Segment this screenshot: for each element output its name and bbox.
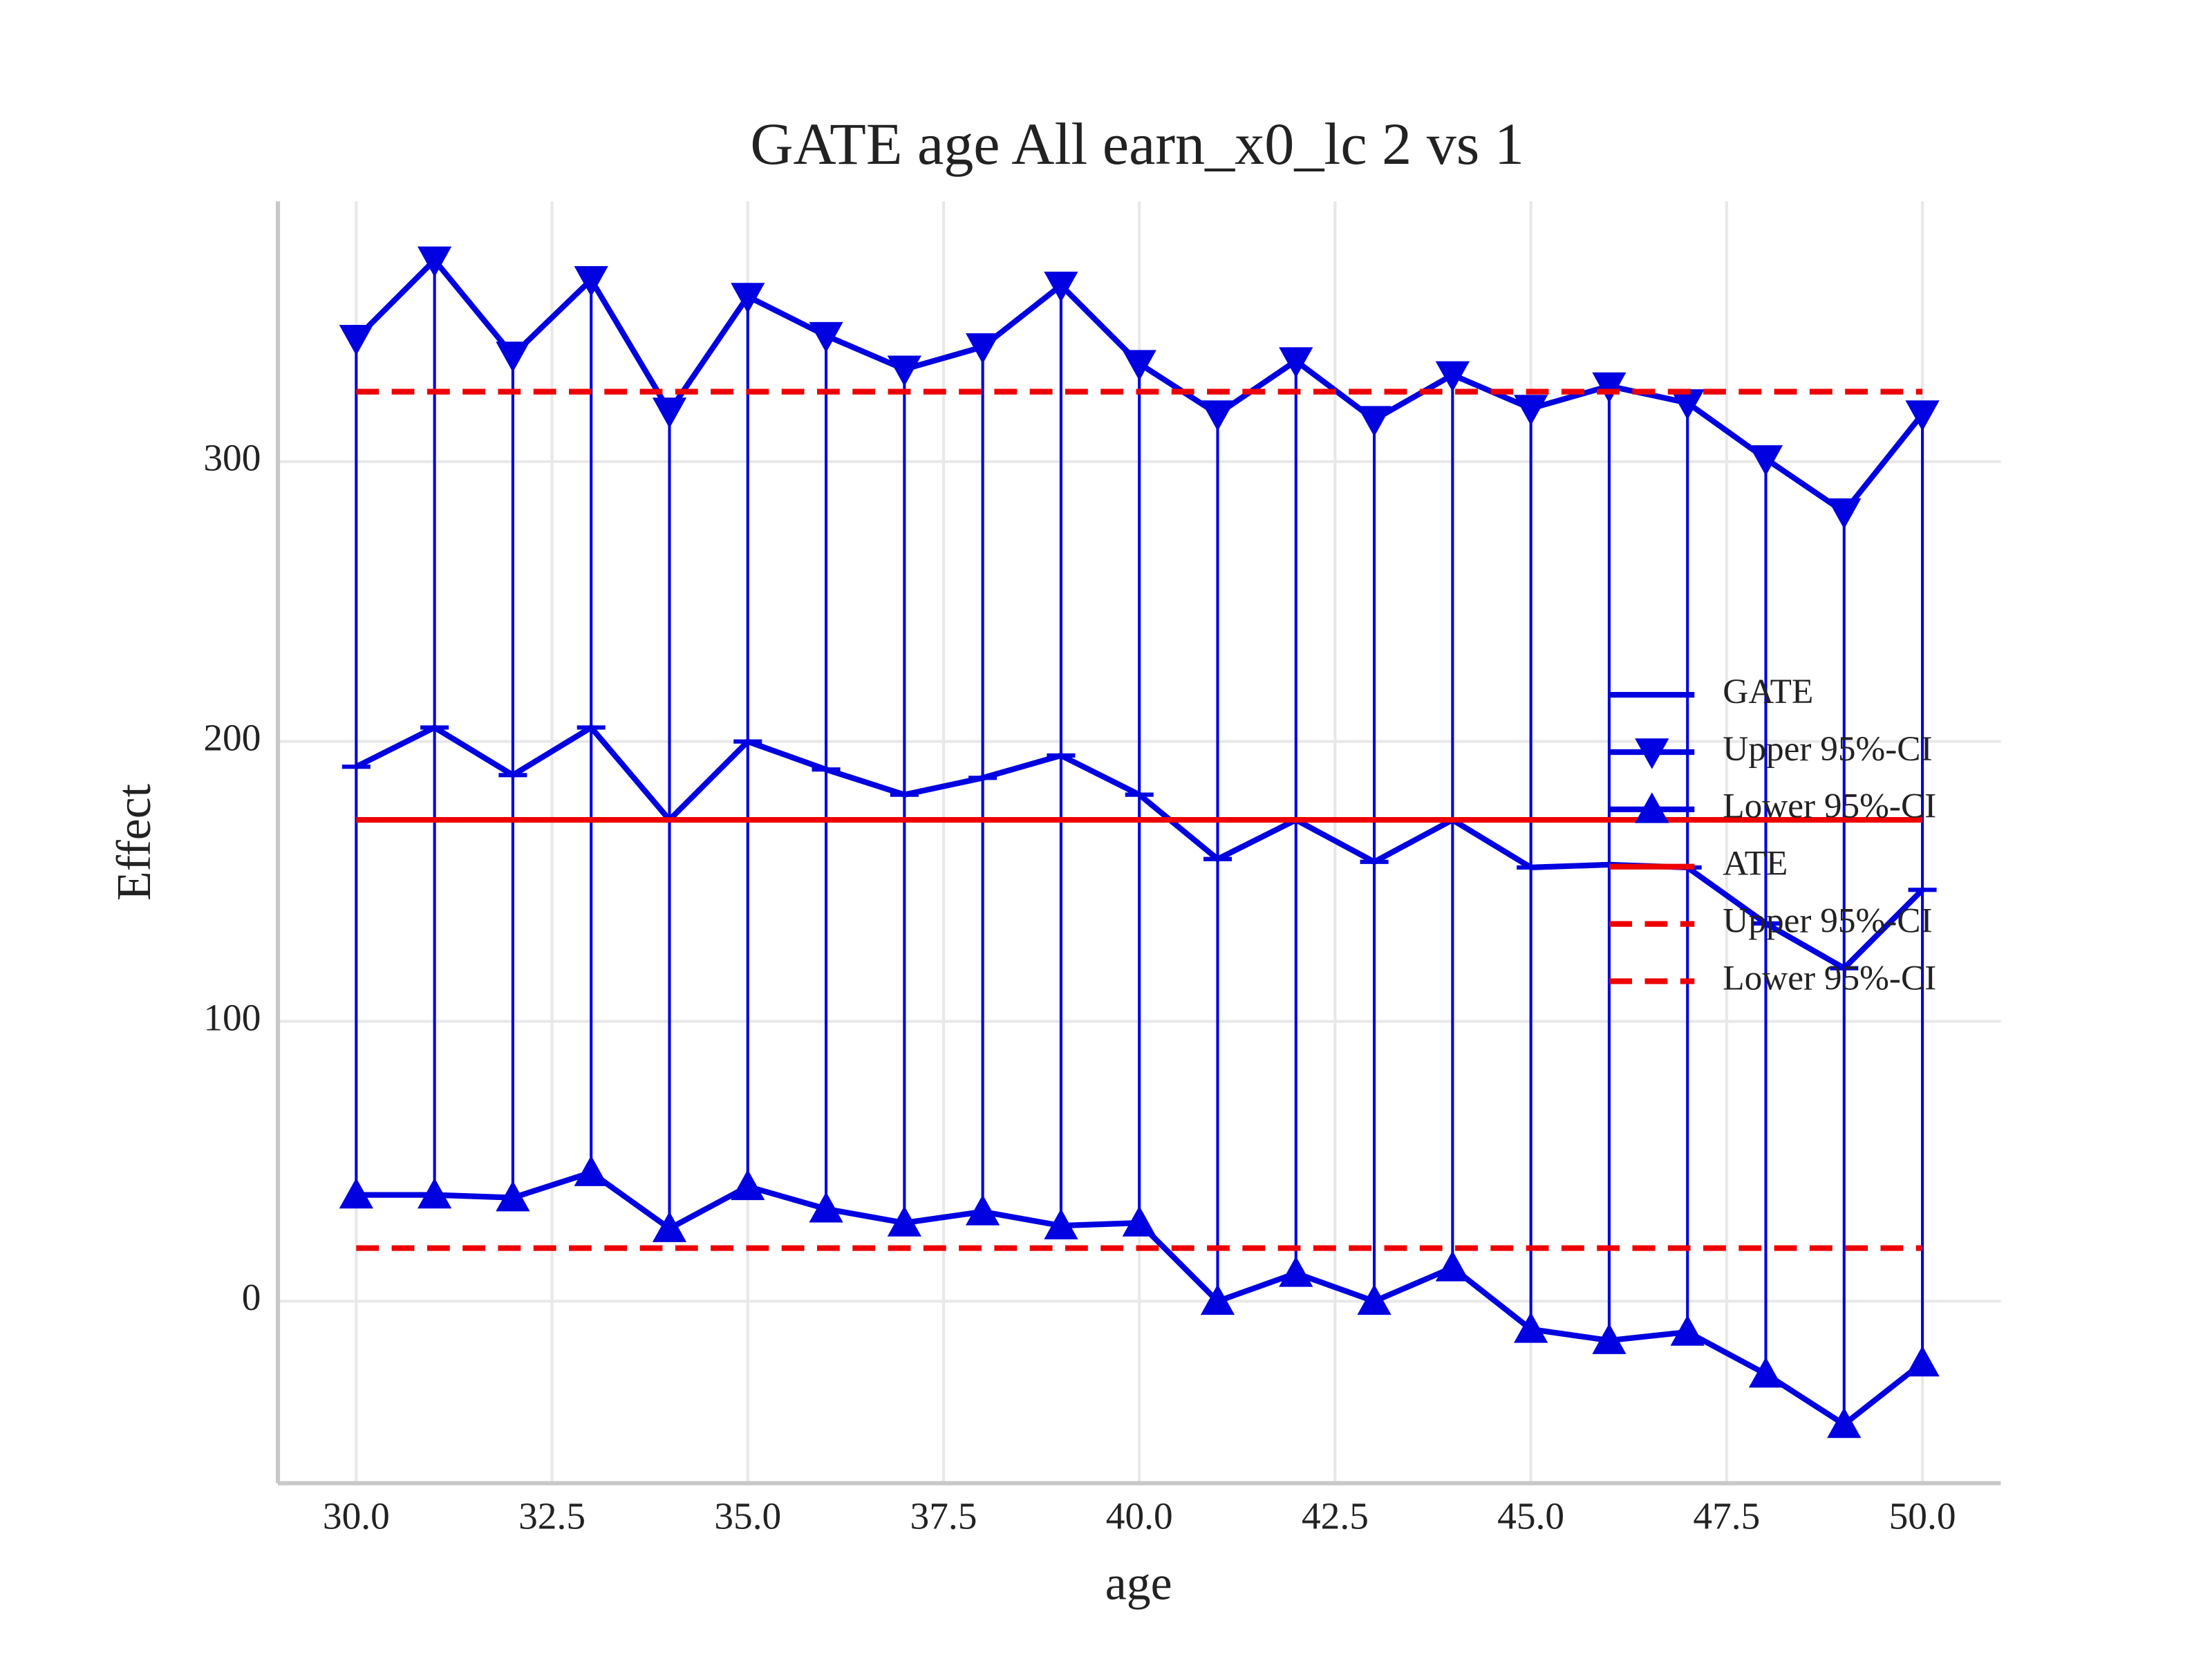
x-axis-label: age: [1105, 1557, 1172, 1610]
point: [339, 1177, 373, 1209]
point: [339, 324, 373, 356]
point: [652, 397, 687, 429]
point: [887, 355, 921, 386]
point: [1357, 406, 1391, 437]
point: [1827, 498, 1862, 529]
point: [652, 1211, 687, 1242]
point: [809, 321, 843, 353]
point: [1592, 372, 1627, 404]
point: [1905, 1345, 1940, 1377]
x-tick-label: 47.5: [1693, 1495, 1760, 1537]
point: [574, 1155, 608, 1186]
y-tick-label: 0: [242, 1276, 261, 1318]
point: [1592, 1323, 1627, 1354]
x-tick-label: 32.5: [518, 1495, 585, 1537]
x-tick-label: 45.0: [1497, 1495, 1564, 1537]
point: [1905, 400, 1940, 431]
legend-label: Lower 95%-CI: [1723, 958, 1936, 997]
point: [1122, 1206, 1156, 1237]
y-tick-label: 100: [203, 996, 261, 1038]
point: [731, 283, 765, 314]
point: [574, 265, 608, 297]
point: [809, 1192, 843, 1223]
point: [1357, 1284, 1391, 1315]
legend-label: Upper 95%-CI: [1723, 901, 1932, 940]
x-tick-label: 40.0: [1106, 1495, 1173, 1537]
x-tick-label: 42.5: [1302, 1495, 1369, 1537]
legend-marker: [1635, 738, 1669, 769]
legend-label: GATE: [1723, 672, 1813, 711]
x-tick-label: 37.5: [910, 1495, 977, 1537]
point: [1670, 389, 1705, 420]
point: [1514, 395, 1548, 426]
point: [1044, 272, 1078, 303]
point: [1044, 1208, 1078, 1239]
point: [418, 1177, 452, 1209]
y-tick-label: 300: [203, 437, 261, 479]
point: [1435, 361, 1470, 392]
point: [1435, 1250, 1470, 1282]
point: [1279, 347, 1313, 378]
point: [1279, 1256, 1313, 1287]
point: [966, 1194, 1000, 1226]
point: [1670, 1315, 1705, 1346]
y-axis-label: Effect: [108, 784, 161, 901]
x-tick-label: 50.0: [1889, 1495, 1956, 1537]
point: [496, 1181, 530, 1212]
point: [887, 1206, 921, 1237]
point: [418, 246, 452, 277]
point: [1200, 400, 1235, 431]
legend-marker: [1635, 792, 1669, 823]
x-tick-label: 30.0: [323, 1495, 390, 1537]
point: [496, 341, 530, 373]
point: [1514, 1312, 1548, 1343]
point: [1748, 1357, 1783, 1388]
y-tick-label: 200: [203, 716, 261, 758]
legend-label: ATE: [1723, 844, 1788, 883]
point: [1122, 350, 1156, 381]
point: [1748, 445, 1783, 476]
point: [966, 333, 1000, 364]
point: [1827, 1407, 1862, 1438]
legend-label: Upper 95%-CI: [1723, 729, 1932, 769]
chart-title: GATE age All earn_x0_lc 2 vs 1: [750, 111, 1524, 177]
x-tick-label: 35.0: [714, 1495, 781, 1537]
point: [1200, 1284, 1235, 1315]
point: [731, 1169, 765, 1201]
legend-label: Lower 95%-CI: [1723, 787, 1936, 826]
